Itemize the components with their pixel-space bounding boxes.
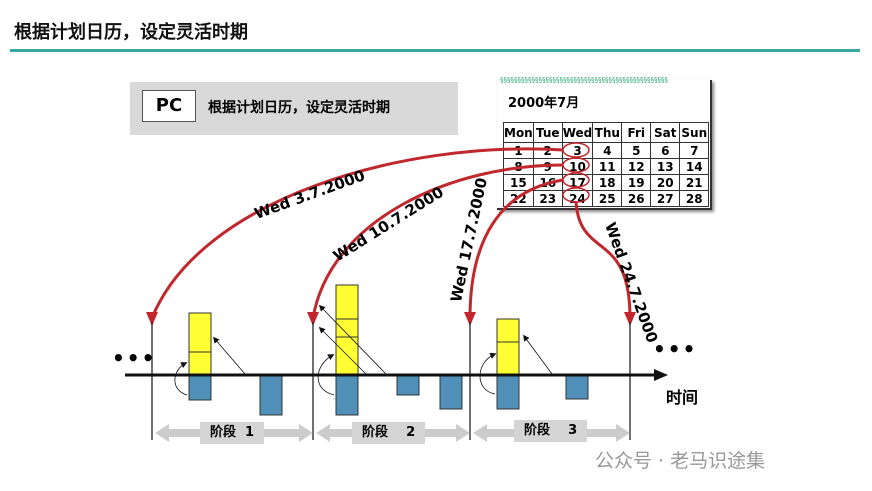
pc-text: 根据计划日历，设定灵活时期 [208,100,390,116]
weekday: Mon [503,122,534,143]
stage-label-2: 阶段 2 [352,422,426,444]
weekday: Thu [592,122,623,143]
weekday: Wed [561,122,594,143]
title-divider [10,49,860,52]
circle-24 [562,187,590,203]
axis-label: 时间 [666,388,699,407]
supply-bar [496,318,520,376]
demand-bar [565,374,589,400]
calendar-rings: §§§§§§§§§§§§§§§§§§§§§§§§§§§§§§§§§§§§§§§§… [500,76,668,84]
arrowhead [624,312,636,326]
circle-3 [562,142,590,158]
supply-bar [335,284,359,376]
stage-label-3: 阶段 3 [514,420,588,442]
arrow-date-1 [150,147,564,319]
demand-bar [396,374,420,396]
demand-bar [259,374,283,416]
demand-bar [335,374,359,416]
demand-bar [188,374,212,401]
page-title: 根据计划日历，设定灵活时期 [14,22,248,43]
calendar-day: 12 [621,158,652,175]
calendar-day: 26 [621,190,652,207]
pc-tag: PC [142,90,196,122]
weekday: Sun [679,122,710,143]
weekday: Sat [650,122,681,143]
calendar-month: 2000年7月 [508,96,580,111]
watermark: 公众号 · 老马识途集 [595,450,766,472]
demand-bar [439,374,463,410]
demand-bar [496,374,520,410]
circle-17 [562,172,590,188]
arrowhead [464,312,476,326]
arrow-date-2 [311,163,564,319]
arrow-date-4 [574,201,632,319]
calendar-day: 28 [679,190,710,207]
supply-bar [188,312,212,376]
ellipsis-right: ••• [653,337,698,361]
arrowhead [307,312,319,326]
stage-label-1: 阶段 1 [200,422,265,444]
arrow-date-3 [468,178,564,319]
circle-10 [562,157,590,173]
arrowhead [146,312,158,326]
calendar-day: 15 [503,174,534,191]
weekday: Tue [532,122,563,143]
calendar-day: 23 [532,190,563,207]
ellipsis-left: ••• [112,346,157,370]
